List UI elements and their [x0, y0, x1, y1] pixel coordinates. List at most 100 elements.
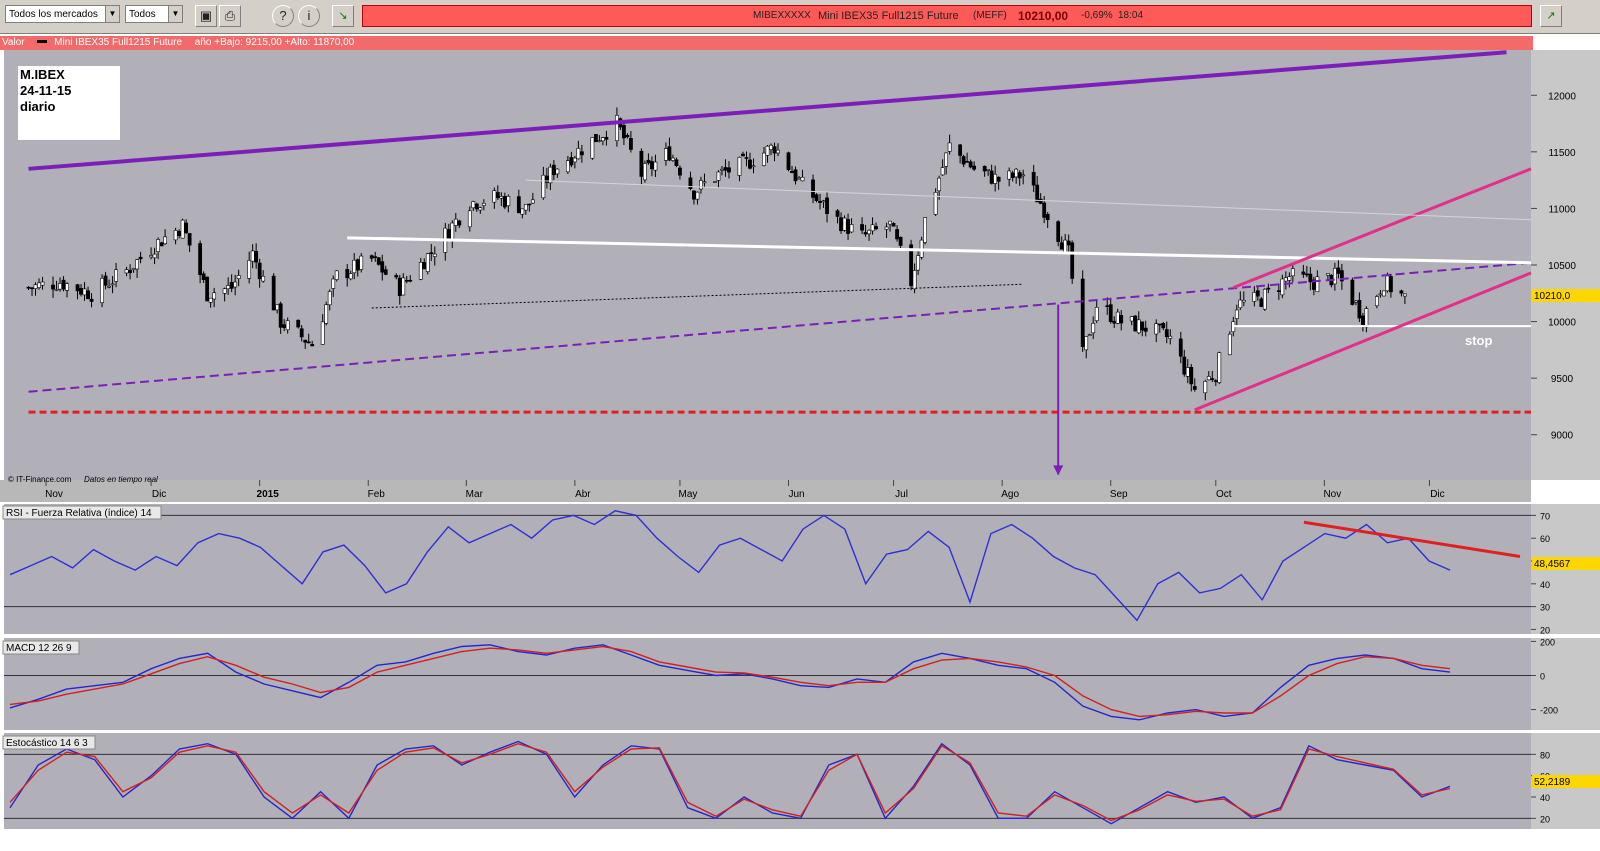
price-tick-label: 10500 — [1548, 261, 1576, 272]
bullish-candle — [1087, 334, 1092, 336]
bearish-candle — [793, 169, 798, 182]
bullish-candle — [937, 177, 942, 192]
bullish-candle — [124, 269, 129, 274]
bearish-candle — [201, 273, 206, 280]
bearish-candle — [989, 170, 994, 184]
black-dotted-line — [371, 283, 1024, 309]
bearish-candle — [958, 144, 963, 156]
bullish-candle — [1154, 323, 1159, 335]
price-chart[interactable]: 9000 9500 10000 10500 11000 11500 12000 Nov Dic… — [0, 50, 1600, 502]
bearish-candle — [278, 303, 283, 328]
time-tick-label: Dic — [152, 489, 166, 500]
filter-select[interactable]: Todos ▼ — [125, 5, 183, 23]
bullish-candle — [1252, 292, 1257, 302]
bearish-candle — [772, 146, 777, 154]
bullish-candle — [1378, 293, 1383, 296]
quote-code: MIBEXXXXX — [753, 10, 811, 21]
bullish-candle — [100, 277, 104, 303]
chevron-down-icon[interactable]: ▼ — [105, 6, 119, 22]
bearish-candle — [1189, 366, 1194, 385]
bullish-candle — [40, 281, 45, 286]
bullish-candle — [1063, 239, 1068, 253]
bearish-candle — [1038, 198, 1043, 204]
bullish-candle — [1382, 290, 1386, 297]
bearish-candle — [1112, 320, 1117, 324]
macd-tick-label: 0 — [1540, 671, 1545, 681]
bullish-candle — [867, 229, 871, 235]
bullish-candle — [1021, 174, 1026, 177]
bullish-candle — [572, 157, 577, 163]
bearish-candle — [184, 222, 189, 234]
market-select[interactable]: Todos los mercados ▼ — [5, 5, 120, 23]
rsi-chart[interactable]: 203040506070 RSI - Fuerza Relativa (índi… — [0, 504, 1600, 634]
bearish-candle — [1010, 172, 1015, 178]
bearish-candle — [446, 229, 451, 239]
time-tick-label: Mar — [466, 489, 484, 500]
bearish-candle — [839, 217, 843, 232]
bullish-candle — [450, 222, 455, 240]
rsi-tick-label: 30 — [1540, 603, 1550, 613]
purple-solid-line — [28, 50, 1507, 171]
bullish-candle — [208, 297, 213, 303]
chart-toggle-icon[interactable]: ↗ — [1540, 5, 1562, 27]
bearish-candle — [622, 125, 626, 139]
bullish-candle — [432, 253, 437, 257]
stochastic-title-box — [2, 735, 96, 750]
macd-title-box — [2, 640, 80, 655]
bullish-candle — [1353, 300, 1358, 303]
bearish-candle — [1192, 386, 1197, 390]
bullish-candle — [1403, 293, 1407, 297]
bearish-candle — [299, 328, 304, 338]
stochastic-last-badge — [1532, 775, 1600, 788]
sto-tick-label: 40 — [1540, 793, 1550, 803]
bearish-candle — [968, 161, 973, 168]
bullish-candle — [1217, 352, 1222, 383]
bullish-candle — [131, 268, 136, 270]
bearish-candle — [1357, 299, 1362, 319]
bearish-candle — [422, 262, 427, 270]
bullish-candle — [1374, 296, 1379, 307]
note-box — [18, 66, 120, 140]
bullish-candle — [212, 292, 217, 300]
bearish-candle — [310, 344, 315, 347]
question-icon[interactable]: ? — [272, 5, 294, 27]
price-tick-label: 12000 — [1548, 91, 1576, 102]
bearish-candle — [1255, 290, 1260, 297]
stochastic-chart[interactable]: 20406080 Estocástico 14 6 3 52,2189 — [0, 733, 1600, 829]
bullish-candle — [576, 148, 581, 160]
bearish-candle — [688, 177, 693, 189]
bearish-candle — [972, 165, 977, 170]
rsi-tick-label: 20 — [1540, 625, 1550, 634]
time-tick-label: Nov — [1323, 489, 1341, 500]
bearish-candle — [965, 161, 970, 163]
quote-bar: MIBEXXXXX Mini IBEX35 Full1215 Future (M… — [362, 5, 1532, 27]
bullish-candle — [152, 253, 157, 259]
bullish-candle — [530, 199, 535, 204]
bearish-candle — [1066, 240, 1071, 246]
bullish-candle — [481, 203, 486, 206]
bearish-candle — [811, 179, 815, 198]
chart-window-icon[interactable]: ↘ — [332, 5, 354, 27]
chevron-down-icon[interactable]: ▼ — [168, 6, 182, 22]
bearish-candle — [1080, 278, 1085, 347]
bearish-candle — [89, 298, 94, 302]
bullish-candle — [1332, 268, 1337, 285]
bearish-candle — [741, 153, 745, 157]
printer-icon[interactable]: ⎙ — [219, 5, 241, 27]
bullish-candle — [986, 168, 991, 171]
macd-chart[interactable]: -200 0 200 MACD 12 26 9 — [0, 638, 1600, 730]
bullish-candle — [114, 269, 118, 282]
bullish-candle — [1241, 299, 1246, 303]
floppy-disk-icon[interactable]: ▣ — [195, 5, 217, 27]
bearish-candle — [860, 224, 864, 231]
bearish-candle — [629, 137, 633, 150]
rsi-tick-label: 40 — [1540, 580, 1550, 590]
bearish-candle — [380, 261, 385, 273]
market-select-value: Todos los mercados — [9, 9, 98, 20]
bullish-candle — [331, 278, 336, 289]
bearish-candle — [678, 167, 682, 176]
info-icon[interactable]: i — [298, 5, 320, 27]
bearish-candle — [1360, 315, 1365, 325]
toolbar: Todos los mercados ▼ Todos ▼ ▣ ⎙ ? i ↘ MIB… — [0, 0, 1600, 34]
bearish-candle — [75, 284, 80, 292]
